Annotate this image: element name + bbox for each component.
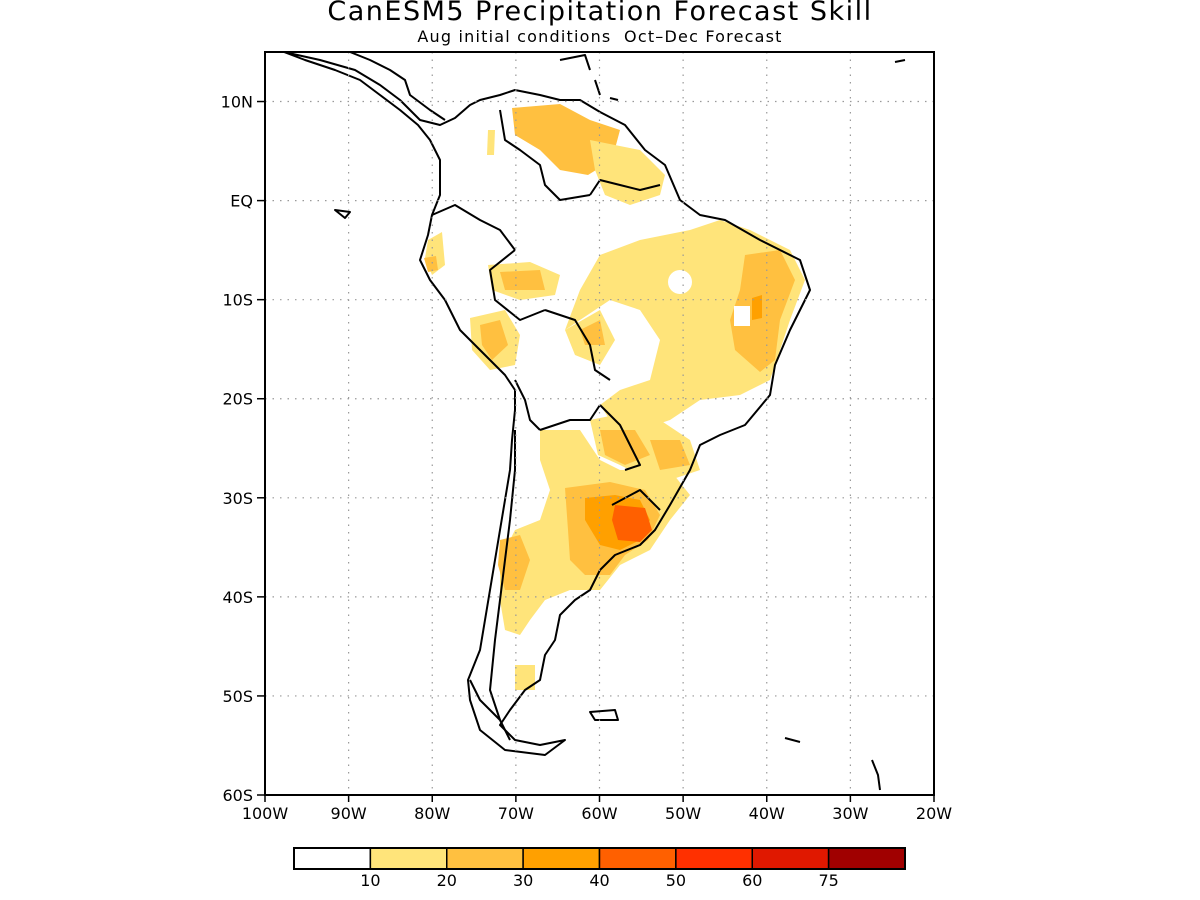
border-chile-argentina	[489, 430, 516, 721]
galapagos	[334, 209, 351, 219]
skill-region-brazil-white-cell	[734, 306, 750, 326]
skill-region-paraguay-core	[600, 430, 650, 465]
skill-region-brazil-ne-orange	[730, 250, 795, 372]
colorbar-label: 30	[513, 871, 533, 890]
caribbean-islands	[559, 54, 619, 101]
border-argentina-uruguay	[611, 489, 661, 511]
border-venezuela-brazil	[589, 179, 661, 196]
map-title: CanESM5 Precipitation Forecast Skill	[327, 0, 873, 27]
colorbar-label: 10	[360, 871, 380, 890]
lat-tick-label: EQ	[230, 192, 253, 211]
lon-tick-label: 70W	[498, 804, 534, 823]
colorbar-frame	[293, 847, 906, 870]
coastlines	[283, 52, 906, 791]
skill-region-peru-west-core	[500, 270, 545, 290]
lon-tick-label: 100W	[242, 804, 289, 823]
border-brazil-bolivia	[544, 309, 611, 381]
lat-tick-label: 10N	[221, 93, 253, 112]
colorbar-label: 60	[742, 871, 762, 890]
colorbar-label: 50	[666, 871, 686, 890]
skill-region-uruguay-core	[612, 505, 652, 542]
border-brazil-peru	[489, 249, 546, 321]
colorbar-swatch	[522, 847, 601, 870]
south-sandwich	[871, 759, 881, 791]
lon-tick-label: 30W	[832, 804, 868, 823]
colorbar-swatch	[369, 847, 448, 870]
lon-tick-label: 80W	[414, 804, 450, 823]
skill-region-patagonia	[515, 665, 535, 690]
skill-region-ecuador-core	[424, 256, 438, 272]
south-georgia	[784, 737, 801, 743]
fernando-noronha	[894, 59, 906, 63]
south-america-coastline	[283, 52, 811, 756]
lon-tick-label: 90W	[331, 804, 367, 823]
colorbar-swatch	[446, 847, 524, 870]
falkland-islands	[589, 709, 619, 721]
colorbar-swatch	[293, 847, 372, 870]
colorbar-label: 20	[437, 871, 457, 890]
lon-tick-label: 50W	[665, 804, 701, 823]
lat-tick-label: 50S	[222, 687, 253, 706]
border-bolivia-chile	[514, 379, 541, 431]
lat-tick-label: 40S	[222, 588, 253, 607]
skill-region-colombia-strip	[487, 130, 495, 155]
tierra-del-fuego	[469, 679, 511, 741]
central-america-coastline	[349, 52, 446, 121]
border-paraguay-brazil	[599, 404, 641, 471]
lat-tick-label: 30S	[222, 489, 253, 508]
skill-shading	[424, 104, 805, 690]
skill-region-brazil-ne-core	[752, 295, 762, 320]
colorbar-swatch	[675, 847, 753, 870]
skill-region-guyana	[590, 140, 665, 205]
border-colombia-venezuela	[499, 109, 591, 201]
border-colombia-peru	[431, 204, 516, 251]
colorbar-swatch	[827, 847, 906, 870]
colorbar-swatch	[751, 847, 830, 870]
colorbar-label: 40	[589, 871, 609, 890]
lat-tick-label: 20S	[222, 390, 253, 409]
colorbar-label: 75	[818, 871, 838, 890]
skill-region-brazil-white-hole	[668, 270, 692, 294]
lon-tick-label: 20W	[916, 804, 952, 823]
colorbar-swatch	[598, 847, 677, 870]
lat-tick-label: 60S	[222, 786, 253, 805]
skill-region-peru-south-core	[480, 320, 508, 360]
lat-tick-label: 10S	[222, 291, 253, 310]
colorbar: 10 20 30 40 50 60 75	[293, 847, 906, 890]
border-bolivia-paraguay	[539, 404, 601, 431]
lon-tick-label: 60W	[581, 804, 617, 823]
lon-tick-label: 40W	[749, 804, 785, 823]
map-subtitle: Aug initial conditions Oct–Dec Forecast	[417, 27, 783, 46]
skill-region-brazil-south-core	[650, 440, 690, 470]
